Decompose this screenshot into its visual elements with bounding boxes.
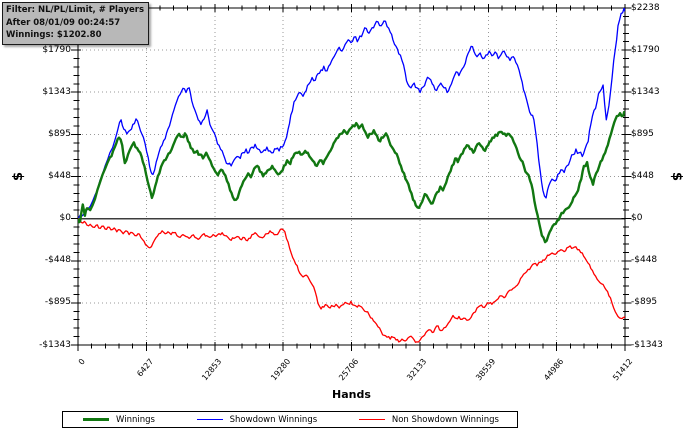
series-winnings [78, 110, 625, 244]
legend-item-winnings[interactable]: Winnings [83, 415, 155, 425]
y-tick-label-right: $1790 [631, 44, 660, 55]
y-tick-label-left: $0 [59, 213, 71, 224]
legend-item-showdown-winnings[interactable]: Showdown Winnings [196, 414, 318, 425]
non-showdown-winnings-line-sample [358, 419, 385, 420]
legend: Winnings Showdown Winnings Non Showdown … [62, 411, 518, 428]
y-tick-label-right: $1343 [631, 86, 660, 97]
y-tick-label-right: -$1343 [631, 339, 663, 350]
y-tick-label-right: $0 [631, 213, 643, 224]
legend-label-non-showdown-winnings: Non Showdown Winnings [391, 414, 499, 425]
legend-item-non-showdown-winnings[interactable]: Non Showdown Winnings [358, 414, 499, 425]
legend-label-winnings: Winnings [116, 414, 155, 425]
y-tick-label-left: $895 [48, 128, 71, 139]
y-tick-label-right: -$895 [631, 297, 658, 308]
y-tick-label-left: $1343 [42, 86, 71, 97]
tooltip-filter-line: Filter: NL/PL/Limit, # Players [6, 5, 145, 15]
y-tick-label-left: -$1343 [39, 339, 71, 350]
legend-label-showdown-winnings: Showdown Winnings [229, 414, 318, 425]
tooltip-winnings-line: Winnings: $1202.80 [6, 30, 102, 40]
series-non-showdown-winnings [78, 217, 625, 343]
y-tick-label-left: -$448 [44, 255, 71, 266]
x-axis-title: Hands [332, 388, 371, 401]
y-axis-title-right: $ [669, 171, 685, 182]
y-tick-label-left: $1790 [42, 44, 71, 55]
y-tick-label-right: $448 [631, 170, 654, 181]
y-axis-title-left: $ [11, 171, 27, 182]
filter-info-tooltip: Filter: NL/PL/Limit, # Players After 08/… [2, 2, 150, 45]
showdown-winnings-line-sample [196, 419, 223, 420]
winnings-line-sample [83, 418, 109, 421]
y-tick-label-right: $895 [631, 128, 654, 139]
tooltip-date-line: After 08/01/09 00:24:57 [6, 17, 121, 28]
series-showdown-winnings [78, 8, 625, 219]
y-tick-label-left: $448 [48, 170, 71, 181]
y-tick-label-left: -$895 [44, 297, 71, 308]
y-tick-label-right: -$448 [631, 255, 658, 266]
y-tick-label-right: $2238 [631, 2, 660, 13]
